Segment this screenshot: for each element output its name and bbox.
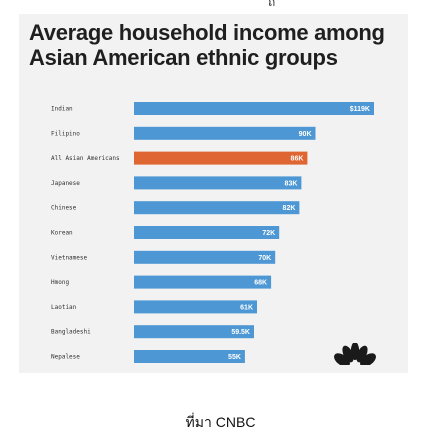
value-label: 72K [262,230,275,237]
bar [134,176,302,190]
category-label: Filipino [51,130,80,137]
bar [134,300,257,314]
category-label: Indian [51,106,73,113]
category-label: Hmong [51,279,69,286]
value-label: 61K [240,304,253,311]
bar [134,201,300,215]
value-label: $119K [350,106,370,113]
value-label: 86K [291,156,304,163]
bar [134,350,245,363]
bar [134,325,254,339]
bar [134,275,272,289]
value-label: 82K [283,205,296,212]
top-cropped-strip: ถึ [0,0,437,14]
value-label: 70K [258,255,271,262]
bar [134,126,316,140]
bar [134,102,374,115]
value-label: 83K [285,180,298,187]
chart-title: Average household income among Asian Ame… [29,20,385,70]
value-label: 68K [254,280,267,287]
bar [134,226,280,239]
source-caption: ที่มา CNBC [185,414,256,430]
category-label: Laotian [51,304,77,311]
nbc-peacock-icon [333,343,379,369]
value-label: 90K [299,131,312,138]
value-label: 59.5K [231,329,250,336]
category-label: Chinese [51,205,77,212]
bar [134,151,308,165]
category-label: Vietnamese [51,254,88,261]
value-label: 55K [228,354,241,361]
category-label: All Asian Americans [51,155,120,162]
category-label: Nepalese [51,354,80,361]
category-label: Japanese [51,180,80,187]
cropped-text-fragment: ถึ [268,0,276,9]
category-label: Bangladeshi [51,329,91,336]
category-label: Korean [51,230,73,237]
bars-group: Indian $119K Filipino 90K All Asian American… [51,102,374,363]
bar [134,250,276,264]
